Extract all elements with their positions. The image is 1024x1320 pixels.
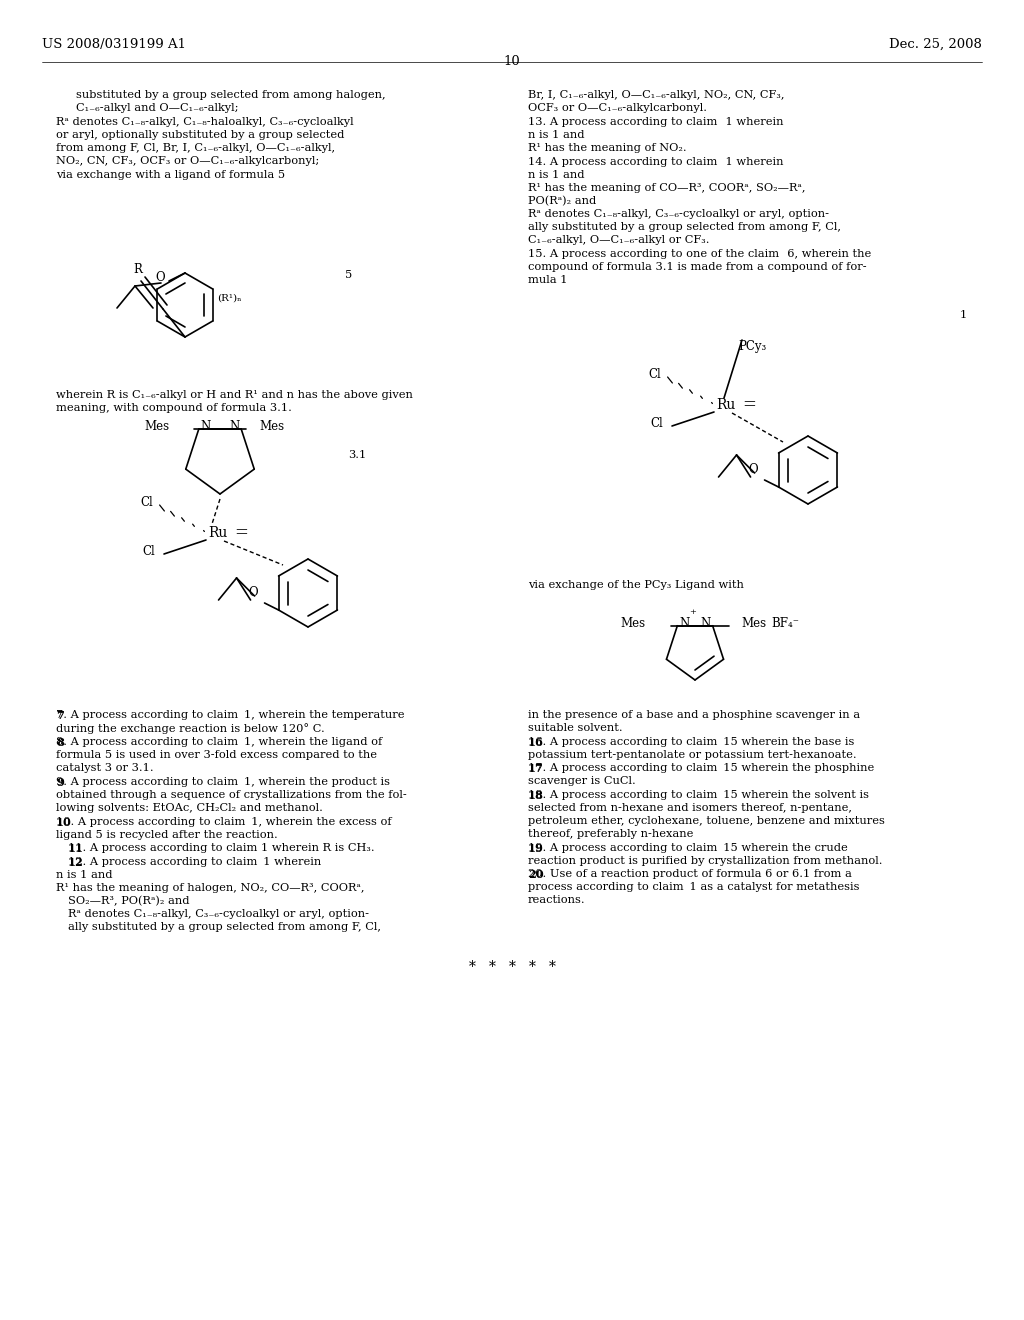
Text: O: O [749,463,758,477]
Text: ligand 5 is recycled after the reaction.: ligand 5 is recycled after the reaction. [56,830,278,840]
Text: SO₂—R³, PO(Rᵃ)₂ and: SO₂—R³, PO(Rᵃ)₂ and [68,896,189,907]
Text: 15. A process according to one of the claim   6, wherein the: 15. A process according to one of the cl… [528,249,871,259]
Text: 10: 10 [56,817,72,828]
Text: suitable solvent.: suitable solvent. [528,723,623,733]
Text: formula 5 is used in over 3-fold excess compared to the: formula 5 is used in over 3-fold excess … [56,750,377,760]
Text: PO(Rᵃ)₂ and: PO(Rᵃ)₂ and [528,195,596,206]
Text: Rᵃ denotes C₁₋₈-alkyl, C₃₋₆-cycloalkyl or aryl, option-: Rᵃ denotes C₁₋₈-alkyl, C₃₋₆-cycloalkyl o… [68,909,369,919]
Text: 11: 11 [68,843,84,854]
Text: 19: 19 [528,843,544,854]
Text: +: + [689,607,696,615]
Text: scavenger is CuCl.: scavenger is CuCl. [528,776,636,785]
Text: Ru: Ru [208,525,227,540]
Text: N: N [700,616,711,630]
Text: R: R [133,263,142,276]
Text: from among F, Cl, Br, I, C₁₋₆-alkyl, O—C₁₋₆-alkyl,: from among F, Cl, Br, I, C₁₋₆-alkyl, O—C… [56,143,335,153]
Text: obtained through a sequence of crystallizations from the fol-: obtained through a sequence of crystalli… [56,789,407,800]
Text: Rᵃ denotes C₁₋₈-alkyl, C₃₋₆-cycloalkyl or aryl, option-: Rᵃ denotes C₁₋₈-alkyl, C₃₋₆-cycloalkyl o… [528,209,829,219]
Text: n is 1 and: n is 1 and [56,870,113,880]
Text: Mes: Mes [741,616,767,630]
Text: N: N [229,420,240,433]
Text: 20. Use of a reaction product of formula 6 or 6.1 from a: 20. Use of a reaction product of formula… [528,869,852,879]
Text: C₁₋₆-alkyl, O—C₁₋₆-alkyl or CF₃.: C₁₋₆-alkyl, O—C₁₋₆-alkyl or CF₃. [528,235,710,246]
Text: during the exchange reaction is below 120° C.: during the exchange reaction is below 12… [56,723,325,734]
Text: O: O [249,586,258,599]
Text: reactions.: reactions. [528,895,586,906]
Text: n is 1 and: n is 1 and [528,129,585,140]
Text: 18: 18 [528,789,544,801]
Text: Mes: Mes [144,420,169,433]
Text: Mes: Mes [260,420,285,433]
Text: 7: 7 [56,710,63,721]
Text: 13. A process according to claim   1 wherein: 13. A process according to claim 1 where… [528,117,783,127]
Text: NO₂, CN, CF₃, OCF₃ or O—C₁₋₆-alkylcarbonyl;: NO₂, CN, CF₃, OCF₃ or O—C₁₋₆-alkylcarbon… [56,156,319,166]
Text: 10: 10 [504,55,520,69]
Text: 14. A process according to claim   1 wherein: 14. A process according to claim 1 where… [528,157,783,168]
Text: BF₄⁻: BF₄⁻ [771,616,800,630]
Text: (R¹)ₙ: (R¹)ₙ [217,294,242,304]
Text: selected from n-hexane and isomers thereof, n-pentane,: selected from n-hexane and isomers there… [528,803,852,813]
Text: 5: 5 [345,271,352,280]
Text: Dec. 25, 2008: Dec. 25, 2008 [889,38,982,51]
Text: US 2008/0319199 A1: US 2008/0319199 A1 [42,38,186,51]
Text: ally substituted by a group selected from among F, Cl,: ally substituted by a group selected fro… [68,921,381,932]
Text: ally substituted by a group selected from among F, Cl,: ally substituted by a group selected fro… [528,222,841,232]
Text: O: O [155,271,165,284]
Text: compound of formula 3.1 is made from a compound of for-: compound of formula 3.1 is made from a c… [528,261,866,272]
Text: mula 1: mula 1 [528,275,567,285]
Text: Mes: Mes [621,616,646,630]
Text: catalyst 3 or 3.1.: catalyst 3 or 3.1. [56,763,154,774]
Text: 16: 16 [528,737,544,748]
Text: Br, I, C₁₋₆-alkyl, O—C₁₋₆-alkyl, NO₂, CN, CF₃,: Br, I, C₁₋₆-alkyl, O—C₁₋₆-alkyl, NO₂, CN… [528,90,784,100]
Text: 17: 17 [528,763,544,774]
Text: R¹ has the meaning of halogen, NO₂, CO—R³, COORᵃ,: R¹ has the meaning of halogen, NO₂, CO—R… [56,883,365,894]
Text: 12: 12 [68,857,84,869]
Text: *   *   *   *   *: * * * * * [469,960,555,974]
Text: 8: 8 [56,737,63,748]
Text: Ru: Ru [716,399,735,412]
Text: thereof, preferably n-hexane: thereof, preferably n-hexane [528,829,693,840]
Text: substituted by a group selected from among halogen,: substituted by a group selected from amo… [76,90,386,100]
Text: Cl: Cl [650,417,663,430]
Text: 16. A process according to claim  15 wherein the base is: 16. A process according to claim 15 wher… [528,737,854,747]
Text: 10. A process according to claim  1, wherein the excess of: 10. A process according to claim 1, wher… [56,817,391,828]
Text: reaction product is purified by crystallization from methanol.: reaction product is purified by crystall… [528,855,883,866]
Text: 1: 1 [961,310,968,319]
Text: =: = [742,396,756,413]
Text: 19. A process according to claim  15 wherein the crude: 19. A process according to claim 15 wher… [528,843,848,853]
Text: 11. A process according to claim 1 wherein R is CH₃.: 11. A process according to claim 1 where… [68,843,375,853]
Text: N: N [201,420,211,433]
Text: 20: 20 [528,869,544,880]
Text: lowing solvents: EtOAc, CH₂Cl₂ and methanol.: lowing solvents: EtOAc, CH₂Cl₂ and metha… [56,803,323,813]
Text: Cl: Cl [648,368,660,381]
Text: wherein R is C₁₋₆-alkyl or H and R¹ and n has the above given: wherein R is C₁₋₆-alkyl or H and R¹ and … [56,389,413,400]
Text: 18. A process according to claim  15 wherein the solvent is: 18. A process according to claim 15 wher… [528,789,869,800]
Text: n is 1 and: n is 1 and [528,170,585,180]
Text: 8. A process according to claim  1, wherein the ligand of: 8. A process according to claim 1, where… [56,737,382,747]
Text: Cl: Cl [142,545,155,558]
Text: 7. A process according to claim  1, wherein the temperature: 7. A process according to claim 1, where… [56,710,404,719]
Text: R¹ has the meaning of NO₂.: R¹ has the meaning of NO₂. [528,143,687,153]
Text: 9: 9 [56,777,63,788]
Text: 17. A process according to claim  15 wherein the phosphine: 17. A process according to claim 15 wher… [528,763,874,774]
Text: Rᵃ denotes C₁₋₈-alkyl, C₁₋₈-haloalkyl, C₃₋₆-cycloalkyl: Rᵃ denotes C₁₋₈-alkyl, C₁₋₈-haloalkyl, C… [56,117,353,127]
Text: OCF₃ or O—C₁₋₆-alkylcarbonyl.: OCF₃ or O—C₁₋₆-alkylcarbonyl. [528,103,707,114]
Text: petroleum ether, cyclohexane, toluene, benzene and mixtures: petroleum ether, cyclohexane, toluene, b… [528,816,885,826]
Text: in the presence of a base and a phosphine scavenger in a: in the presence of a base and a phosphin… [528,710,860,719]
Text: process according to claim  1 as a catalyst for metathesis: process according to claim 1 as a cataly… [528,882,859,892]
Text: PCy₃: PCy₃ [738,341,766,352]
Text: 9. A process according to claim  1, wherein the product is: 9. A process according to claim 1, where… [56,777,390,787]
Text: meaning, with compound of formula 3.1.: meaning, with compound of formula 3.1. [56,403,292,413]
Text: or aryl, optionally substituted by a group selected: or aryl, optionally substituted by a gro… [56,129,344,140]
Text: 12. A process according to claim  1 wherein: 12. A process according to claim 1 where… [68,857,322,867]
Text: C₁₋₆-alkyl and O—C₁₋₆-alkyl;: C₁₋₆-alkyl and O—C₁₋₆-alkyl; [76,103,239,114]
Text: via exchange with a ligand of formula 5: via exchange with a ligand of formula 5 [56,170,285,180]
Text: Cl: Cl [140,496,153,510]
Text: =: = [234,524,248,541]
Text: N: N [679,616,689,630]
Text: 3.1: 3.1 [348,450,367,459]
Text: R¹ has the meaning of CO—R³, COORᵃ, SO₂—Rᵃ,: R¹ has the meaning of CO—R³, COORᵃ, SO₂—… [528,183,806,193]
Text: potassium tert-pentanolate or potassium tert-hexanoate.: potassium tert-pentanolate or potassium … [528,750,857,760]
Text: via exchange of the PCy₃ Ligand with: via exchange of the PCy₃ Ligand with [528,579,743,590]
